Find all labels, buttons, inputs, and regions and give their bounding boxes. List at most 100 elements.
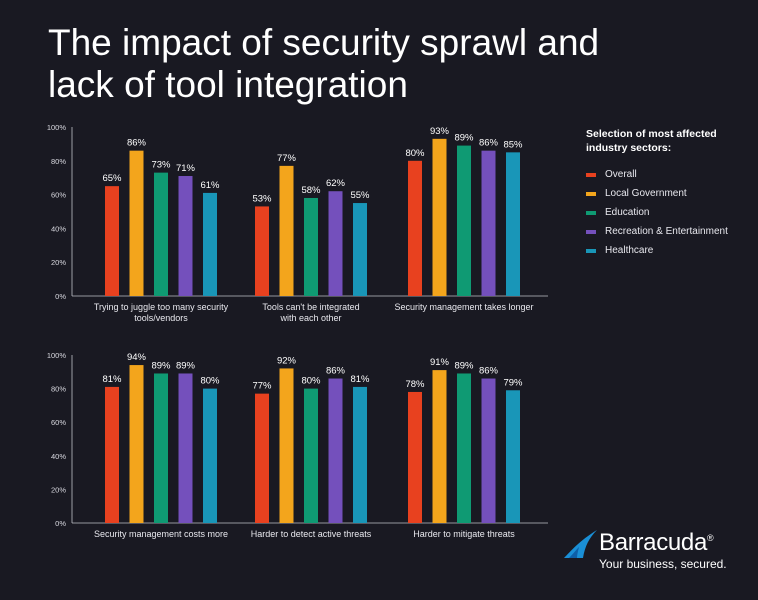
bar <box>481 378 496 523</box>
bar-value-label: 81% <box>350 374 370 385</box>
bar <box>154 373 168 523</box>
brand-registered-mark: ® <box>707 533 714 543</box>
bar-value-label: 89% <box>151 360 171 371</box>
bar-value-label: 81% <box>102 374 122 385</box>
bar-value-label: 92% <box>277 355 297 366</box>
category-label: Trying to juggle too many security <box>94 302 229 312</box>
bar <box>408 160 422 296</box>
legend-swatch <box>586 248 596 253</box>
bar <box>457 373 471 523</box>
bar <box>203 388 217 523</box>
bar-value-label: 80% <box>301 376 321 387</box>
bar <box>353 203 367 296</box>
bar <box>481 150 496 296</box>
y-tick-label: 60% <box>51 418 66 427</box>
bar-value-label: 71% <box>176 163 196 174</box>
legend-title-line: Selection of most affected <box>586 128 717 140</box>
title-line: lack of tool integration <box>48 64 408 105</box>
bar-value-label: 79% <box>503 377 523 388</box>
bar <box>506 152 520 296</box>
legend-swatch <box>586 210 596 215</box>
bar-value-label: 80% <box>405 148 425 159</box>
bar-value-label: 85% <box>503 139 523 150</box>
brand-name: Barracuda® <box>599 529 714 556</box>
y-tick-label: 80% <box>51 157 66 166</box>
barracuda-fin-icon <box>564 530 597 558</box>
bar-value-label: 89% <box>454 360 474 371</box>
y-tick-label: 100% <box>47 351 67 360</box>
bar <box>304 388 318 523</box>
legend-swatch <box>586 229 596 234</box>
bar-value-label: 86% <box>127 138 147 149</box>
y-tick-label: 100% <box>47 123 67 132</box>
category-label: Harder to detect active threats <box>251 529 372 539</box>
legend-title: Selection of most affected industry sect… <box>586 127 756 155</box>
y-tick-label: 20% <box>51 258 66 267</box>
brand-tagline: Your business, secured. <box>599 557 727 571</box>
bar <box>408 391 422 523</box>
y-tick-label: 60% <box>51 191 66 200</box>
legend-title-line: industry sectors: <box>586 142 672 154</box>
category-label: Harder to mitigate threats <box>413 529 515 539</box>
legend: Selection of most affected industry sect… <box>586 127 756 260</box>
bar-value-label: 61% <box>200 180 220 191</box>
bar <box>432 370 447 523</box>
y-tick-label: 0% <box>55 519 66 528</box>
category-label: Security management costs more <box>94 529 228 539</box>
bar-value-label: 91% <box>430 357 450 368</box>
category-label: Security management takes longer <box>394 302 533 312</box>
barracuda-logo: Barracuda® Your business, secured. <box>563 527 733 577</box>
page-title: The impact of security sprawl and lack o… <box>48 22 688 106</box>
bar <box>432 138 447 296</box>
bar <box>457 145 471 296</box>
legend-swatch <box>586 172 596 177</box>
bar <box>178 373 193 523</box>
bar-value-label: 86% <box>479 138 499 149</box>
legend-item-local-government: Local Government <box>586 184 756 203</box>
bar <box>255 206 269 296</box>
bar-value-label: 78% <box>405 379 425 390</box>
y-tick-label: 0% <box>55 292 66 301</box>
bar-value-label: 94% <box>127 352 147 363</box>
y-tick-label: 80% <box>51 385 66 394</box>
legend-label: Education <box>605 207 650 218</box>
bar <box>129 365 144 523</box>
bar-value-label: 80% <box>200 376 220 387</box>
bar <box>304 197 318 296</box>
legend-label: Overall <box>605 169 637 180</box>
y-tick-label: 20% <box>51 485 66 494</box>
bar <box>279 368 294 523</box>
bar-value-label: 65% <box>102 173 122 184</box>
legend-label: Healthcare <box>605 245 654 256</box>
legend-label: Recreation & Entertainment <box>605 226 728 237</box>
bar <box>255 393 269 523</box>
bar <box>353 386 367 523</box>
bar <box>328 191 343 296</box>
legend-label: Local Government <box>605 188 687 199</box>
bar <box>105 386 119 523</box>
bar <box>154 172 168 296</box>
legend-item-education: Education <box>586 203 756 222</box>
bar <box>328 378 343 523</box>
bar <box>129 150 144 296</box>
y-tick-label: 40% <box>51 224 66 233</box>
bar <box>203 192 217 296</box>
category-label: tools/vendors <box>134 313 188 323</box>
legend-item-healthcare: Healthcare <box>586 241 756 260</box>
bar-value-label: 93% <box>430 126 450 137</box>
bar-value-label: 89% <box>454 133 474 144</box>
bar-value-label: 86% <box>326 366 346 377</box>
category-label: with each other <box>279 313 341 323</box>
title-line: The impact of security sprawl and <box>48 22 600 63</box>
bar <box>178 176 193 296</box>
bar-value-label: 58% <box>301 185 321 196</box>
bar-value-label: 77% <box>252 381 272 392</box>
bar-value-label: 86% <box>479 366 499 377</box>
legend-swatch <box>586 191 596 196</box>
bar-value-label: 55% <box>350 190 370 201</box>
bar <box>279 165 294 296</box>
bar-value-label: 53% <box>252 193 272 204</box>
bar <box>506 390 520 523</box>
legend-item-overall: Overall <box>586 165 756 184</box>
